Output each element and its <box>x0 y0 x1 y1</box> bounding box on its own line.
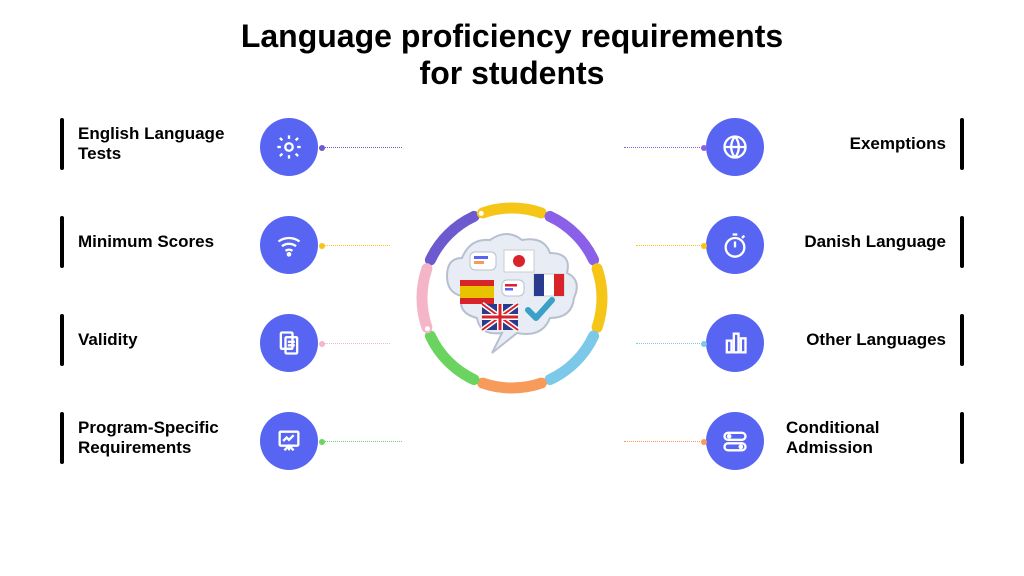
item-label: Validity <box>78 330 138 350</box>
doc-icon <box>260 314 318 372</box>
connector <box>624 441 704 442</box>
accent-bar <box>60 314 64 366</box>
item-other-lang: Other Languages <box>690 314 964 366</box>
item-label: Other Languages <box>806 330 946 350</box>
item-label: Conditional Admission <box>786 418 946 459</box>
item-conditional: Conditional Admission <box>690 412 964 464</box>
accent-bar <box>960 314 964 366</box>
accent-bar <box>960 118 964 170</box>
title-line-1: Language proficiency requirements <box>0 18 1024 55</box>
connector <box>322 343 390 344</box>
connector <box>636 343 704 344</box>
connector <box>322 245 390 246</box>
item-label: Program-Specific Requirements <box>78 418 238 459</box>
title-line-2: for students <box>0 55 1024 92</box>
wifi-icon <box>260 216 318 274</box>
gear-icon <box>260 118 318 176</box>
item-program-specific: Program-Specific Requirements <box>60 412 238 464</box>
accent-bar <box>60 412 64 464</box>
item-label: Danish Language <box>804 232 946 252</box>
connector <box>322 147 402 148</box>
item-label: Minimum Scores <box>78 232 214 252</box>
connector <box>624 147 704 148</box>
item-validity: Validity <box>60 314 138 366</box>
accent-bar <box>60 216 64 268</box>
item-label: English Language Tests <box>78 124 238 165</box>
accent-bar <box>60 118 64 170</box>
center-illustration <box>432 218 592 378</box>
connector <box>636 245 704 246</box>
board-icon <box>260 412 318 470</box>
item-english-tests: English Language Tests <box>60 118 238 170</box>
item-danish: Danish Language <box>690 216 964 268</box>
item-label: Exemptions <box>850 134 946 154</box>
accent-bar <box>960 412 964 464</box>
item-exemptions: Exemptions <box>690 118 964 170</box>
item-min-scores: Minimum Scores <box>60 216 214 268</box>
connector <box>322 441 402 442</box>
accent-bar <box>960 216 964 268</box>
